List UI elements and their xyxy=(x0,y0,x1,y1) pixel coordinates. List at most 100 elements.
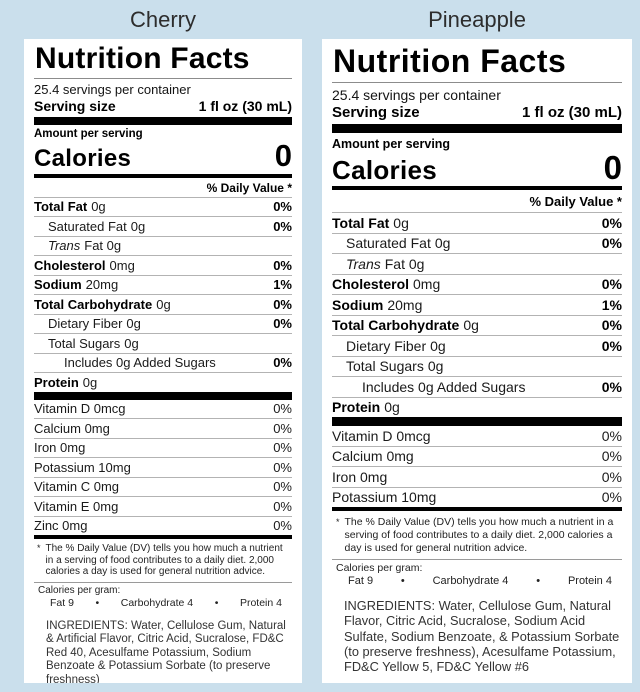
footnote-asterisk: * xyxy=(37,543,41,554)
nutrient-name: Dietary Fiber xyxy=(48,316,123,332)
nutrient-dv: 0% xyxy=(601,317,622,334)
nutrient-row: Saturated Fat 0g 0% xyxy=(332,232,622,254)
nutrient-dv: 0% xyxy=(601,378,622,395)
nutrient-name: Dietary Fiber xyxy=(346,337,427,354)
micronutrient-row: Potassium 10mg 0% xyxy=(332,486,622,508)
micronutrient-row: Vitamin D 0mcg 0% xyxy=(34,400,292,419)
footnote-asterisk: * xyxy=(336,517,340,528)
micronutrient-dv: 0% xyxy=(273,420,292,436)
nutrient-name: Total Sugars xyxy=(48,335,121,351)
micronutrient-name: Iron 0mg xyxy=(332,468,388,485)
micronutrient-row: Iron 0mg 0% xyxy=(332,466,622,487)
nutrient-row: Protein 0g xyxy=(34,372,292,392)
nutrient-row: Includes 0g Added Sugars 0% xyxy=(332,376,622,397)
micronutrient-row: Iron 0mg 0% xyxy=(34,437,292,458)
nutrient-dv: 0% xyxy=(601,337,622,354)
nutrient-amount: Fat 0g xyxy=(84,238,122,254)
nutrient-dv: 0% xyxy=(273,355,292,371)
calories-per-gram-block: Calories per gram: Fat 9 • Carbohydrate … xyxy=(34,581,292,612)
nutrient-name: Total Sugars xyxy=(346,358,424,375)
micronutrient-row: Calcium 0mg 0% xyxy=(332,445,622,467)
nutrient-dv: 1% xyxy=(273,277,292,293)
nutrient-amount: 0g xyxy=(427,358,444,375)
divider-medium xyxy=(332,186,622,191)
nutrient-row: Includes 0g Added Sugars 0% xyxy=(34,352,292,373)
nutrient-amount: 0g xyxy=(82,374,98,390)
serving-size-value: 1 fl oz (30 mL) xyxy=(521,103,622,121)
micronutrient-name: Zinc 0mg xyxy=(34,518,88,534)
ingredients-text: INGREDIENTS: Water, Cellulose Gum, Natur… xyxy=(46,619,286,683)
micronutrient-row: Potassium 10mg 0% xyxy=(34,457,292,477)
nutrient-row: Protein 0g xyxy=(332,396,622,418)
nutrition-facts-heading: Nutrition Facts xyxy=(34,42,292,80)
micronutrient-row: Vitamin C 0mg 0% xyxy=(34,476,292,497)
daily-value-header: % Daily Value * xyxy=(529,194,623,210)
serving-size-label: Serving size xyxy=(332,103,420,121)
cpg-carbohydrate: Carbohydrate 4 xyxy=(120,596,194,609)
micronutrient-dv: 0% xyxy=(601,427,622,444)
ingredients-text: INGREDIENTS: Water, Cellulose Gum, Natur… xyxy=(344,598,620,675)
nutrient-name: Cholesterol xyxy=(332,276,410,293)
bullet-separator: • xyxy=(536,575,541,588)
amount-per-serving: Amount per serving xyxy=(34,128,143,141)
amount-per-serving: Amount per serving xyxy=(332,136,451,151)
micronutrient-name: Vitamin D 0mcg xyxy=(34,401,126,417)
nutrient-row: Total Sugars 0g xyxy=(332,355,622,377)
nutrient-row: Total Sugars 0g xyxy=(34,333,292,353)
micronutrient-dv: 0% xyxy=(273,518,292,534)
nutrient-row: Total Carbohydrate 0g 0% xyxy=(332,314,622,336)
divider-thick xyxy=(332,417,622,427)
nutrient-amount: 0g xyxy=(156,296,171,312)
nutrient-amount: 20mg xyxy=(85,277,119,293)
nutrient-name: Saturated Fat xyxy=(346,235,431,252)
cpg-protein: Protein 4 xyxy=(567,575,612,588)
calories-per-gram-label: Calories per gram: xyxy=(38,584,121,596)
nutrient-name: Includes 0g Added Sugars xyxy=(362,378,526,395)
nutrient-row: Total Carbohydrate 0g 0% xyxy=(34,294,292,314)
calories-row: Calories 0 xyxy=(34,140,292,174)
nutrient-row: Dietary Fiber 0g 0% xyxy=(332,335,622,356)
nutrient-name: Cholesterol xyxy=(34,257,106,273)
nutrition-label-cherry: Nutrition Facts 25.4 servings per contai… xyxy=(24,39,302,683)
nutrient-name: Total Fat xyxy=(332,214,390,231)
nutrient-row: Cholesterol 0mg 0% xyxy=(332,273,622,295)
micronutrient-name: Calcium 0mg xyxy=(34,420,110,436)
micronutrient-row: Zinc 0mg 0% xyxy=(34,515,292,536)
nutrient-amount: 0g xyxy=(126,316,141,332)
daily-value-footnote: * The % Daily Value (DV) tells you how m… xyxy=(34,539,292,582)
serving-size-row: Serving size 1 fl oz (30 mL) xyxy=(34,98,292,117)
micronutrient-dv: 0% xyxy=(601,489,622,506)
nutrient-amount: 0g xyxy=(463,317,479,334)
divider-medium xyxy=(34,173,292,178)
daily-value-footnote: * The % Daily Value (DV) tells you how m… xyxy=(332,511,622,559)
nutrient-name: Sodium xyxy=(34,277,82,293)
bullet-separator: • xyxy=(214,596,219,609)
micronutrient-name: Potassium 10mg xyxy=(332,489,437,506)
calories-per-gram-label: Calories per gram: xyxy=(336,562,423,575)
micronutrient-row: Calcium 0mg 0% xyxy=(34,418,292,438)
micronutrient-name: Vitamin E 0mg xyxy=(34,498,119,514)
nutrient-amount: 0g xyxy=(393,214,409,231)
calories-per-gram-items: Fat 9 • Carbohydrate 4 • Protein 4 xyxy=(336,574,622,589)
bullet-separator: • xyxy=(95,596,100,609)
nutrient-dv: 0% xyxy=(601,276,622,293)
nutrient-row: Dietary Fiber 0g 0% xyxy=(34,313,292,334)
footnote-text: The % Daily Value (DV) tells you how muc… xyxy=(344,516,614,554)
nutrient-row: Cholesterol 0mg 0% xyxy=(34,255,292,275)
nutrient-amount: 0g xyxy=(130,218,146,234)
nutrient-dv: 0% xyxy=(273,199,292,215)
micronutrient-row: Vitamin D 0mcg 0% xyxy=(332,426,622,446)
flavor-title-cherry: Cherry xyxy=(129,6,196,32)
nutrient-dv: 0% xyxy=(273,296,292,312)
nutrient-amount: 0g xyxy=(384,399,400,416)
divider-thick xyxy=(332,123,622,133)
micronutrient-name: Calcium 0mg xyxy=(332,448,414,465)
calories-label: Calories xyxy=(34,145,132,173)
nutrient-name: Sodium xyxy=(332,296,384,313)
nutrient-amount: 20mg xyxy=(387,296,423,313)
serving-size-label: Serving size xyxy=(34,98,116,115)
nutrient-row: Trans Fat 0g xyxy=(332,253,622,274)
nutrient-name: Protein xyxy=(332,399,381,416)
micronutrient-dv: 0% xyxy=(273,440,292,456)
calories-value: 0 xyxy=(603,148,622,186)
